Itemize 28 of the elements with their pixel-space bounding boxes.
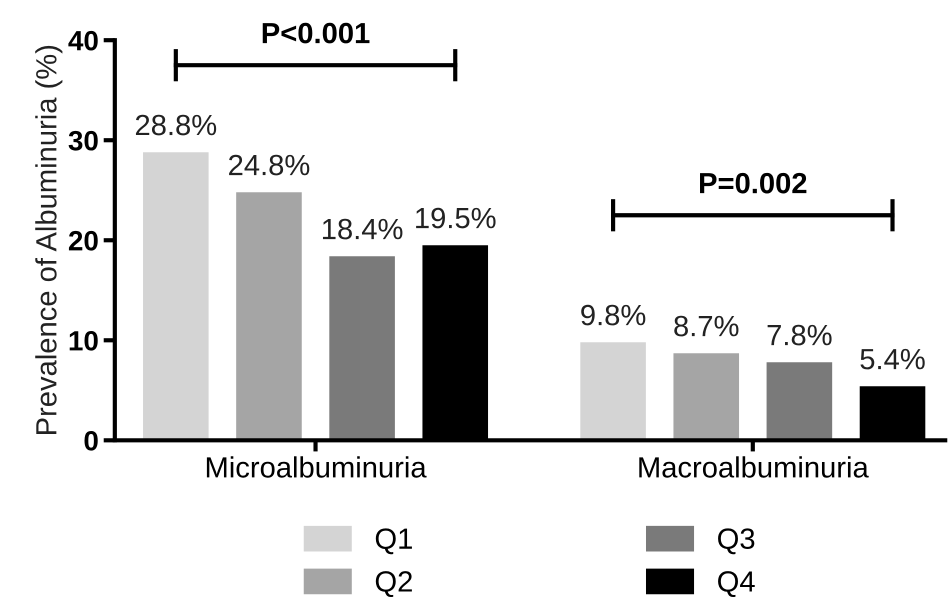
y-axis-title: Prevalence of Albuminuria (%) <box>35 46 62 434</box>
bar <box>766 362 832 440</box>
bar <box>673 353 740 440</box>
legend-label: Q1 <box>376 528 412 554</box>
data-label: 5.4% <box>860 348 925 370</box>
data-label: 24.8% <box>229 154 310 176</box>
bar <box>580 342 646 440</box>
legend-label: Q2 <box>376 571 412 598</box>
bar <box>329 256 395 440</box>
bar <box>143 152 209 440</box>
annotation: P=0.002 <box>700 172 806 194</box>
data-label: 8.7% <box>674 316 738 336</box>
x-tick-label: Macroalbuminuria <box>639 456 869 478</box>
data-label: 18.4% <box>322 218 402 240</box>
data-label: 28.8% <box>136 114 216 136</box>
legend-label: Q4 <box>718 571 755 598</box>
annotation: P<0.001 <box>262 22 370 44</box>
y-tick-label: 40 <box>68 30 98 51</box>
legend-label: Q3 <box>718 528 754 554</box>
x-tick-label: Microalbuminuria <box>206 456 427 478</box>
data-label: 9.8% <box>581 304 646 326</box>
y-tick-label: 20 <box>68 230 98 251</box>
bar <box>236 192 302 440</box>
y-tick-label: 30 <box>68 130 98 151</box>
data-label: 19.5% <box>416 208 496 228</box>
y-tick-label: 0 <box>84 430 98 451</box>
y-tick-label: 10 <box>70 330 98 351</box>
data-label: 7.8% <box>768 324 832 346</box>
